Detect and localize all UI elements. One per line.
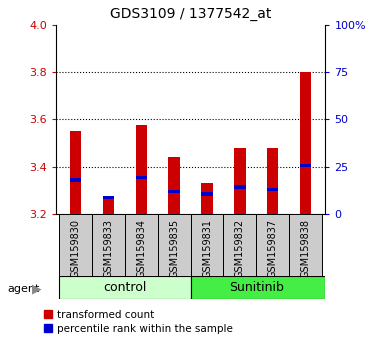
Bar (125, 214, 158, 278)
Text: control: control (103, 281, 147, 294)
Text: Sunitinib: Sunitinib (229, 281, 284, 294)
Bar (300, 72, 311, 214)
Bar (223, 214, 256, 278)
Text: GSM159834: GSM159834 (136, 219, 146, 278)
Bar (136, 125, 147, 214)
Title: GDS3109 / 1377542_at: GDS3109 / 1377542_at (110, 7, 271, 21)
Text: GSM159832: GSM159832 (235, 219, 245, 278)
Text: GSM159835: GSM159835 (169, 219, 179, 278)
Bar (70, 131, 81, 214)
Bar (191, 214, 223, 278)
Text: GSM159837: GSM159837 (268, 219, 278, 278)
Bar (256, 214, 289, 278)
Text: agent: agent (7, 284, 39, 293)
Bar (234, 148, 246, 214)
Bar (103, 196, 114, 199)
Legend: transformed count, percentile rank within the sample: transformed count, percentile rank withi… (44, 310, 233, 334)
Bar (201, 183, 213, 214)
Text: GSM159831: GSM159831 (202, 219, 212, 278)
Bar (103, 199, 114, 214)
Bar (289, 214, 322, 278)
Bar (92, 214, 125, 278)
Bar (168, 157, 180, 214)
Bar (136, 176, 147, 179)
Text: GSM159830: GSM159830 (70, 219, 80, 278)
Bar (234, 185, 246, 189)
Bar (201, 192, 213, 196)
Bar (191, 276, 325, 299)
Bar (267, 148, 278, 214)
Bar (267, 188, 278, 191)
Bar (158, 214, 191, 278)
Text: GSM159838: GSM159838 (301, 219, 311, 278)
Bar (59, 214, 92, 278)
Text: ▶: ▶ (32, 282, 41, 295)
Bar (59, 276, 191, 299)
Bar (70, 178, 81, 182)
Bar (300, 164, 311, 167)
Text: GSM159833: GSM159833 (104, 219, 114, 278)
Bar (168, 190, 180, 193)
